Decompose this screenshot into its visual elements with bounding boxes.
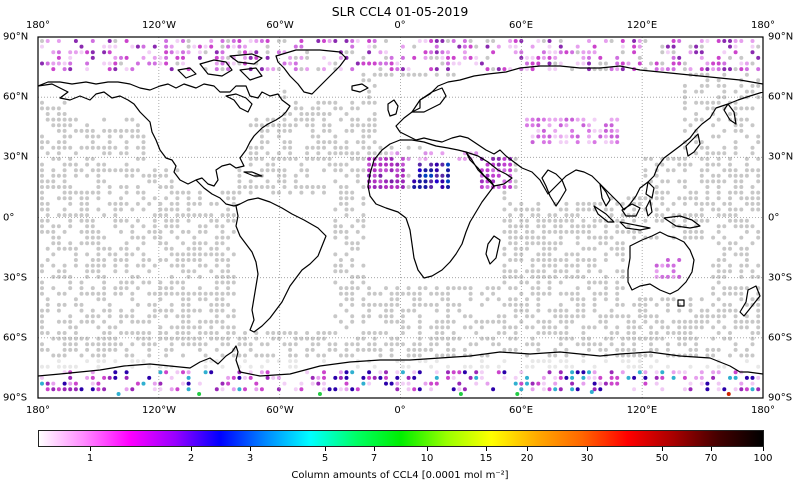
left-label: 60°N bbox=[3, 91, 29, 103]
left-label: 30°S bbox=[3, 272, 28, 284]
colorbar-tick-mark bbox=[374, 447, 375, 451]
map-frame bbox=[37, 36, 764, 399]
colorbar-tick-label: 50 bbox=[655, 453, 669, 464]
right-label: 90°N bbox=[768, 31, 794, 43]
colorbar-tick-mark bbox=[90, 447, 91, 451]
colorbar-tick-label: 5 bbox=[321, 453, 329, 464]
colorbar-tick-mark bbox=[325, 447, 326, 451]
colorbar-tick-mark bbox=[427, 447, 428, 451]
colorbar-tick-label: 20 bbox=[520, 453, 534, 464]
right-label: 90°S bbox=[768, 392, 793, 404]
colorbar-tick-mark bbox=[486, 447, 487, 451]
left-label: 90°S bbox=[3, 392, 28, 404]
colorbar-tick-label: 30 bbox=[580, 453, 594, 464]
colorbar-tick-label: 7 bbox=[370, 453, 378, 464]
left-label: 60°S bbox=[3, 332, 28, 344]
data-points bbox=[40, 39, 761, 396]
colorbar-tick-mark bbox=[763, 447, 764, 451]
graticule bbox=[38, 37, 763, 398]
bot-label: 120°W bbox=[142, 405, 176, 416]
colorbar-tick-mark bbox=[711, 447, 712, 451]
top-label: 180° bbox=[750, 20, 776, 31]
left-label: 30°N bbox=[3, 151, 29, 163]
colorbar-tick-mark bbox=[191, 447, 192, 451]
right-label: 30°N bbox=[768, 151, 794, 163]
colorbar-tick-mark bbox=[250, 447, 251, 451]
top-label: 60°W bbox=[266, 20, 294, 31]
left-label: 0° bbox=[3, 212, 15, 224]
bot-label: 60°W bbox=[266, 405, 294, 416]
top-label: 120°E bbox=[626, 20, 658, 31]
right-label: 60°S bbox=[768, 332, 793, 344]
bot-label: 180° bbox=[25, 405, 51, 416]
colorbar-tick-label: 15 bbox=[479, 453, 493, 464]
colorbar bbox=[38, 430, 764, 447]
colorbar-tick-mark bbox=[662, 447, 663, 451]
colorbar-tick-mark bbox=[587, 447, 588, 451]
right-label: 60°N bbox=[768, 91, 794, 103]
top-label: 0° bbox=[394, 20, 406, 31]
colorbar-tick-label: 2 bbox=[187, 453, 195, 464]
colorbar-tick-label: 1 bbox=[86, 453, 94, 464]
coastlines bbox=[38, 49, 763, 377]
colorbar-tick-label: 100 bbox=[753, 453, 773, 464]
bot-label: 0° bbox=[394, 405, 406, 416]
right-label: 0° bbox=[768, 212, 780, 224]
top-label: 120°W bbox=[142, 20, 176, 31]
chart-title: SLR CCL4 01-05-2019 bbox=[331, 4, 469, 19]
colorbar-tick-label: 70 bbox=[704, 453, 718, 464]
colorbar-tick-label: 3 bbox=[246, 453, 254, 464]
top-label: 60°E bbox=[508, 20, 534, 31]
colorbar-tick-mark bbox=[527, 447, 528, 451]
bot-label: 180° bbox=[750, 405, 776, 416]
colorbar-tick-label: 10 bbox=[420, 453, 434, 464]
left-label: 90°N bbox=[3, 31, 29, 43]
right-label: 30°S bbox=[768, 272, 793, 284]
bot-label: 60°E bbox=[508, 405, 534, 416]
top-label: 180° bbox=[25, 20, 51, 31]
bot-label: 120°E bbox=[626, 405, 658, 416]
colorbar-label: Column amounts of CCL4 [0.0001 mol m⁻²] bbox=[291, 470, 509, 481]
